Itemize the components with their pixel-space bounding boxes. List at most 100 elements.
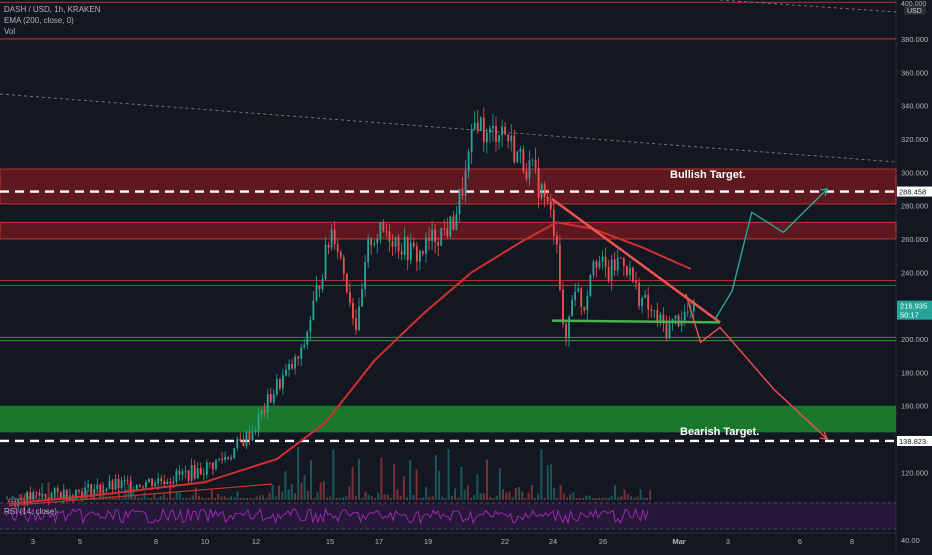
price-top-label: 400.000 (901, 1, 926, 8)
candle-body (50, 493, 53, 500)
volume-bar (226, 498, 229, 500)
volume-bar (79, 496, 82, 500)
candle-body (333, 229, 336, 245)
volume-bar (178, 492, 181, 500)
candle-body (592, 261, 595, 276)
price-tick-label: 120.000 (901, 468, 928, 477)
time-tick-label: 17 (375, 537, 383, 546)
volume-bar (294, 493, 296, 500)
volume-bar (633, 497, 636, 500)
candle-body (138, 485, 141, 487)
volume-bar (390, 497, 392, 500)
volume-bar (6, 495, 8, 500)
volume-bar (604, 497, 607, 500)
volume-bar (47, 482, 50, 500)
candle-body (288, 363, 290, 370)
candle-body (510, 135, 513, 142)
time-tick-label: 3 (726, 537, 730, 546)
candle-body (59, 492, 62, 500)
rsi-legend[interactable]: RSI (14, close) (4, 507, 57, 516)
ema-legend[interactable]: EMA (200, close, 0) (4, 16, 74, 25)
candle-body (458, 188, 461, 215)
volume-bar (610, 496, 613, 500)
candle-body (507, 134, 510, 142)
candle-body (455, 214, 458, 230)
volume-bar (540, 449, 543, 500)
candle-body (306, 331, 309, 345)
candle-body (145, 482, 147, 488)
candle-body (440, 228, 443, 246)
candle-body (242, 440, 245, 446)
volume-bar (649, 490, 652, 500)
volume-bar (377, 492, 380, 500)
symbol-legend[interactable]: DASH / USD, 1h, KRAKEN (4, 5, 101, 14)
candle-body (549, 201, 552, 210)
candle-body (78, 489, 80, 492)
volume-bar (166, 497, 168, 500)
volume-bar (239, 497, 242, 500)
candle-body (148, 478, 150, 483)
volume-legend[interactable]: Vol (4, 27, 16, 36)
volume-bar (111, 496, 114, 500)
volume-bar (521, 491, 524, 500)
candle-body (525, 171, 528, 179)
candle-body (300, 347, 303, 359)
volume-bar (399, 495, 402, 500)
candle-body (580, 288, 583, 307)
candle-body (574, 291, 577, 300)
candle-body (668, 323, 671, 338)
volume-bar (25, 492, 28, 500)
volume-bar (201, 497, 204, 500)
bearish-level-badge-text: 138.823 (899, 437, 926, 446)
candle-body (199, 468, 202, 475)
ema-short-line (8, 483, 273, 507)
candle-body (196, 468, 199, 479)
volume-bar (630, 496, 632, 500)
candle-body (62, 489, 65, 500)
candle-body (537, 167, 540, 198)
time-tick-label: 24 (549, 537, 557, 546)
volume-bar (297, 447, 300, 500)
volume-bar (607, 497, 610, 500)
volume-bar (527, 492, 530, 500)
volume-bar (22, 497, 24, 500)
candle-body (169, 481, 172, 484)
candle-body (522, 149, 525, 172)
volume-bar (639, 489, 642, 500)
candle-body (212, 462, 214, 470)
candle-body (616, 257, 619, 271)
bullish-level-badge-text: 288.458 (899, 188, 926, 197)
volume-bar (534, 497, 536, 500)
candle-body (516, 151, 519, 163)
candle-body (93, 488, 96, 497)
price-tick-label: 160.000 (901, 402, 928, 411)
candle-body (297, 356, 300, 359)
candle-body (565, 323, 567, 339)
candle-body (278, 378, 281, 389)
candle-body (479, 117, 482, 131)
candle-body (394, 237, 397, 247)
candle-body (312, 300, 315, 321)
candle-body (464, 170, 467, 196)
candle-body (269, 394, 272, 403)
volume-bar (265, 497, 268, 500)
time-tick-label: 22 (501, 537, 509, 546)
candle-body (534, 159, 537, 168)
candle-body (446, 228, 449, 237)
volume-bar (255, 496, 258, 500)
candle-body (674, 315, 677, 319)
volume-bar (236, 491, 239, 500)
volume-bar (220, 496, 223, 500)
candle-body (604, 256, 607, 267)
candle-body (202, 474, 205, 476)
volume-bar (473, 495, 476, 500)
volume-bar (482, 493, 485, 500)
candle-body (619, 257, 622, 259)
candle-body (406, 237, 409, 261)
volume-bar (114, 497, 117, 500)
candle-body (583, 306, 586, 311)
candle-body (443, 228, 446, 229)
